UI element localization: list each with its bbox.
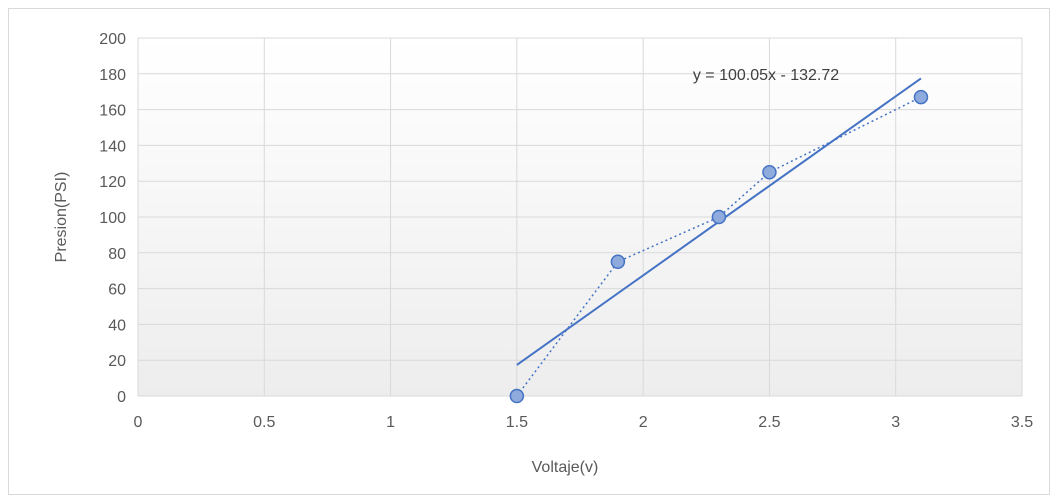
x-tick-label: 1.5 [506, 414, 528, 431]
y-tick-label: 40 [108, 317, 126, 334]
x-axis-title: Voltaje(v) [532, 459, 599, 476]
data-point [509, 388, 525, 404]
x-gridlines [137, 38, 1023, 396]
data-point [762, 165, 777, 180]
x-tick-labels: 0 0.5 1 1.5 2 2.5 3 3.5 [134, 414, 1034, 431]
x-tick-label: 3.5 [1011, 414, 1033, 431]
x-tick-label: 2 [639, 414, 648, 431]
x-tick-label: 0 [134, 414, 143, 431]
y-tick-label: 20 [108, 353, 126, 370]
y-tick-label: 200 [99, 31, 126, 48]
chart-svg: 0 20 40 60 80 100 120 140 160 180 200 0 0.5 1 1.5 2 2.5… [53, 31, 1034, 476]
y-tick-label: 0 [117, 389, 126, 406]
x-tick-label: 1 [386, 414, 395, 431]
x-tick-label: 2.5 [758, 414, 780, 431]
data-point [913, 89, 929, 105]
data-point [711, 209, 727, 225]
x-tick-label: 3 [891, 414, 900, 431]
series-points [509, 89, 929, 404]
chart-frame: 0 20 40 60 80 100 120 140 160 180 200 0 0.5 1 1.5 2 2.5… [8, 8, 1050, 495]
y-tick-label: 180 [99, 67, 126, 84]
x-tick-label: 0.5 [253, 414, 275, 431]
y-gridlines [138, 37, 1022, 397]
y-tick-labels: 0 20 40 60 80 100 120 140 160 180 200 [99, 31, 126, 406]
y-tick-label: 140 [99, 138, 126, 155]
y-tick-label: 100 [99, 210, 126, 227]
y-tick-label: 60 [108, 282, 126, 299]
trendline-equation: y = 100.05x - 132.72 [693, 67, 839, 84]
y-tick-label: 120 [99, 174, 126, 191]
y-axis-title: Presion(PSI) [53, 172, 70, 263]
y-tick-label: 160 [99, 103, 126, 120]
data-point [610, 254, 626, 269]
y-tick-label: 80 [108, 246, 126, 263]
